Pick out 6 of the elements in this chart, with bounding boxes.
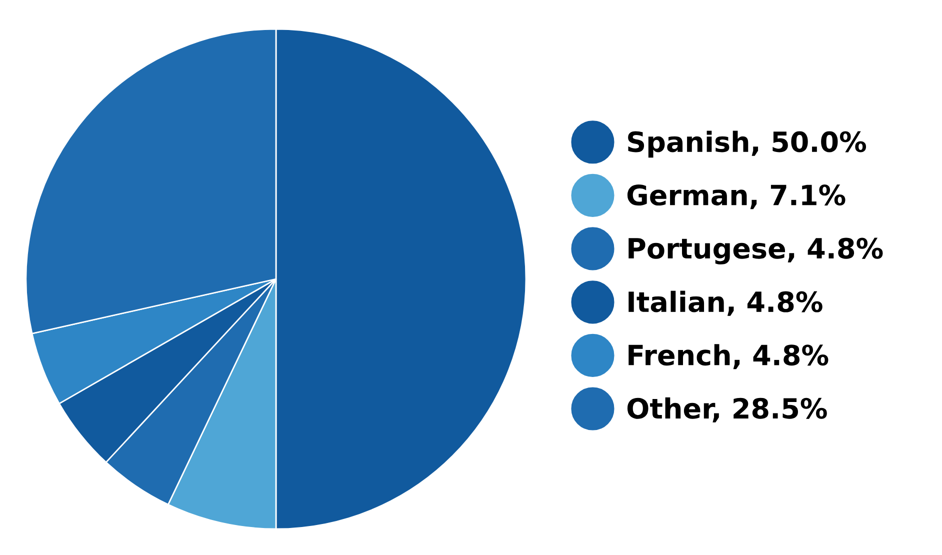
legend-label: German, 7.1% (627, 184, 846, 210)
legend-label: French, 4.8% (628, 344, 828, 370)
legend-label: Portugese, 4.8% (628, 238, 883, 264)
legend-label: Italian, 4.8% (628, 290, 822, 316)
legend-label: Other, 28.5% (627, 397, 827, 422)
legend-label: Spanish, 50.0% (628, 130, 866, 158)
